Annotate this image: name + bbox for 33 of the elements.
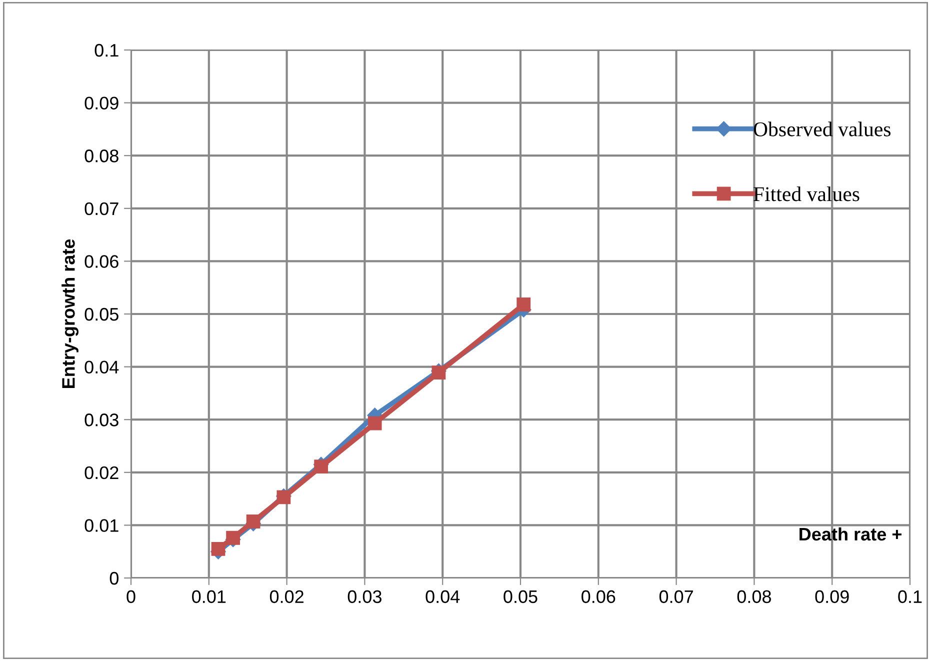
legend-label: Fitted values (754, 186, 860, 202)
y-tick-label: 0.07 (84, 202, 118, 216)
x-tick-label: 0.09 (815, 590, 849, 604)
y-tick-label: 0.02 (84, 466, 118, 480)
y-tick-label: 0.06 (84, 255, 118, 268)
y-tick-label: 0 (110, 572, 118, 585)
point (246, 514, 260, 528)
y-tick-label: 0.01 (84, 519, 118, 532)
y-tick-label: 0.03 (84, 414, 118, 426)
point (432, 366, 446, 380)
x-tick-label: 0.08 (737, 590, 771, 604)
y-axis-title: Entry-growth rate (62, 239, 78, 388)
point (516, 298, 531, 312)
x-tick-label: 0.07 (659, 590, 693, 604)
x-tick-label: 0.03 (348, 590, 382, 604)
y-tick-label: 0.09 (84, 96, 118, 110)
x-tick-label: 0.02 (270, 590, 304, 604)
y-tick-label: 0.1 (94, 44, 118, 57)
legend-label: Observed values (754, 122, 890, 136)
y-tick-label: 0.08 (84, 150, 118, 162)
x-tick-label: 0.06 (582, 590, 616, 604)
point (226, 530, 240, 545)
x-tick-label: 0.04 (426, 590, 460, 604)
x-tick-label: 0.05 (504, 590, 538, 604)
x-tick-label: 0 (126, 590, 136, 604)
x-tick-label: 0.01 (192, 590, 226, 604)
x-axis-title: Death rate + (800, 527, 902, 541)
point (314, 460, 328, 474)
y-tick-label: 0.04 (84, 360, 119, 374)
y-tick-label: 0.05 (84, 308, 118, 321)
point (368, 416, 382, 430)
x-tick-label: 0.1 (898, 590, 922, 604)
point (211, 542, 226, 556)
